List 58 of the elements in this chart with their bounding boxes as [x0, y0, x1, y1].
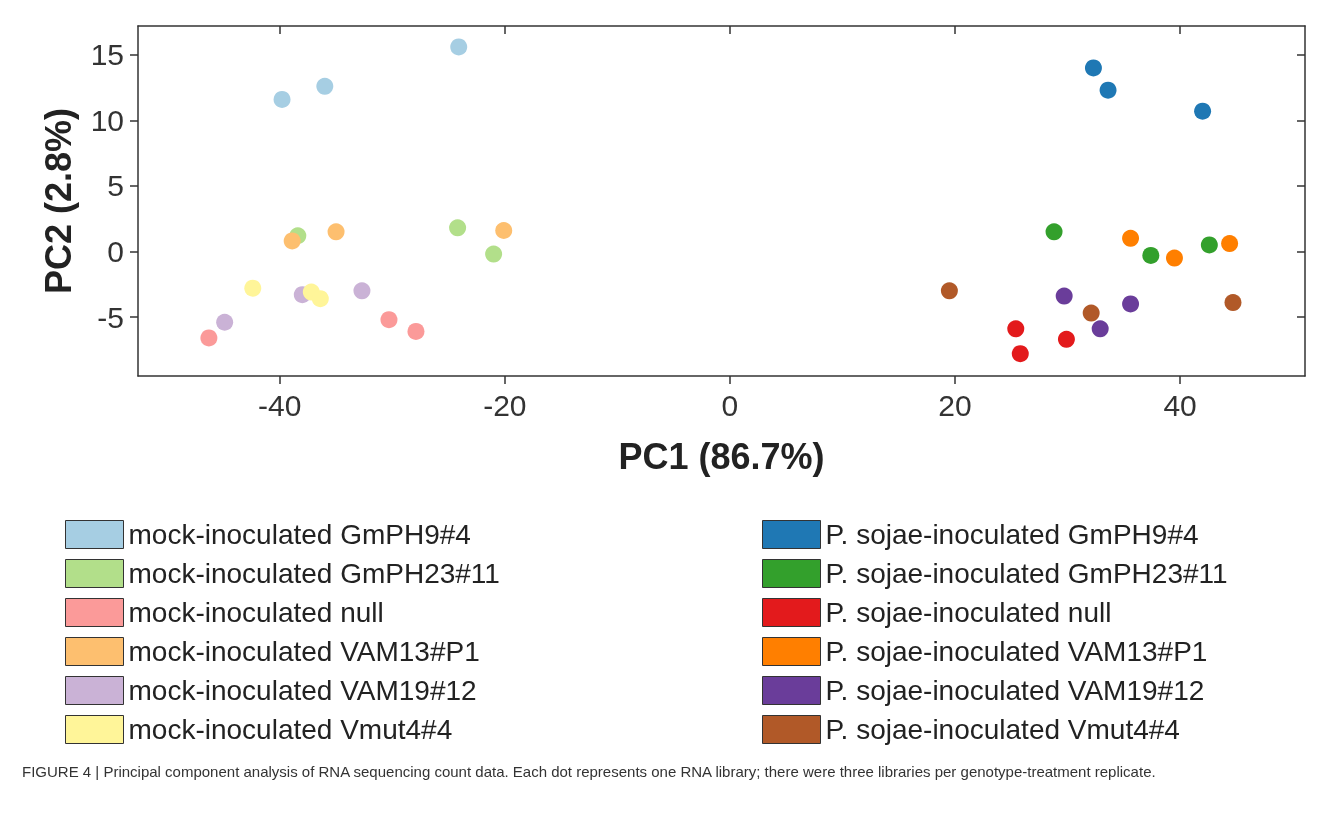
point: [200, 329, 218, 347]
legend-label: mock-inoculated VAM13#P1: [128, 636, 480, 667]
point: [1224, 294, 1242, 312]
point: [380, 311, 398, 329]
y-tick-label: 10: [90, 103, 124, 137]
point: [1099, 81, 1117, 99]
legend-label: P. sojae-inoculated VAM19#12: [825, 675, 1205, 706]
point: [1200, 236, 1218, 254]
point: [327, 223, 345, 241]
x-axis-title: PC1 (86.7%): [618, 435, 825, 477]
legend-label: mock-inoculated Vmut4#4: [128, 714, 453, 745]
point: [283, 232, 301, 250]
point: [1055, 287, 1073, 305]
x-tick-label: 40: [1163, 388, 1197, 422]
y-tick-label: 5: [107, 169, 124, 203]
point: [244, 279, 262, 297]
point: [1045, 223, 1063, 241]
legend-label: P. sojae-inoculated null: [825, 597, 1112, 628]
point: [1057, 330, 1075, 348]
point: [273, 90, 291, 108]
point: [353, 282, 371, 300]
point: [316, 77, 334, 95]
point: [1194, 102, 1212, 120]
point: [1091, 320, 1109, 338]
legend-label: P. sojae-inoculated VAM13#P1: [825, 636, 1208, 667]
x-tick-label: -20: [483, 388, 527, 422]
y-tick-label: 15: [90, 38, 124, 72]
point: [450, 38, 468, 56]
point: [1165, 249, 1183, 267]
point: [1221, 235, 1239, 253]
caption: FIGURE 4 | Principal component analysis of RNA sequencing count data. Each dot represents one RNA library; there were three libraries per genotype-treatment replicate.: [22, 762, 1156, 780]
point: [407, 322, 425, 340]
point: [495, 222, 513, 239]
y-tick-label: -5: [97, 300, 124, 334]
y-axis-title: PC2 (2.8%): [37, 107, 79, 295]
point: [449, 219, 467, 237]
legend-label: P. sojae-inoculated GmPH9#4: [825, 519, 1199, 550]
point: [1122, 229, 1140, 247]
point: [311, 290, 329, 308]
point: [1082, 304, 1100, 322]
point: [1084, 59, 1102, 77]
legend-label: P. sojae-inoculated Vmut4#4: [825, 714, 1180, 745]
x-tick-label: -40: [258, 388, 302, 422]
point: [485, 245, 503, 263]
y-tick-label: 0: [107, 234, 124, 268]
legend-label: mock-inoculated VAM19#12: [128, 675, 477, 706]
legend-label: mock-inoculated null: [128, 597, 384, 628]
x-tick-label: 0: [721, 388, 739, 422]
legend-label: mock-inoculated GmPH9#4: [128, 519, 471, 550]
legend-label: mock-inoculated GmPH23#11: [128, 558, 500, 589]
x-tick-label: 20: [938, 388, 972, 422]
point: [216, 313, 234, 331]
point: [1007, 320, 1025, 338]
point: [1122, 295, 1140, 313]
legend-label: P. sojae-inoculated GmPH23#11: [825, 558, 1228, 589]
point: [1142, 246, 1160, 264]
point: [1011, 345, 1029, 363]
point: [940, 282, 958, 300]
